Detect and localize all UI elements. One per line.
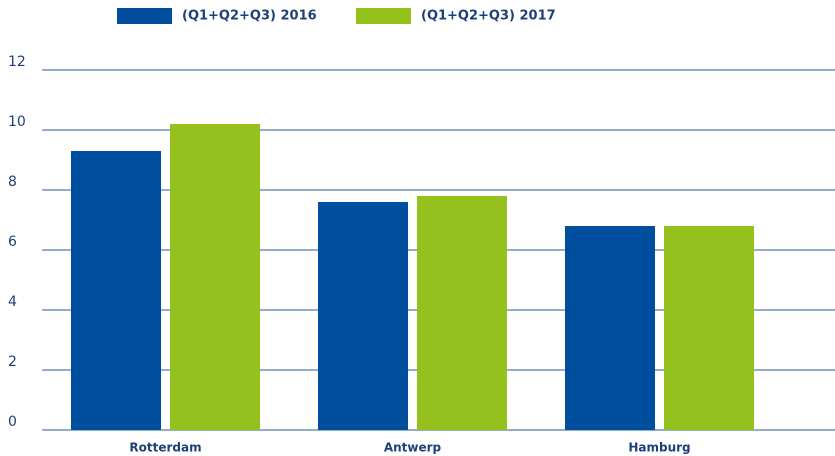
x-tick-label: Hamburg: [628, 441, 690, 455]
bar: [417, 196, 507, 430]
y-tick-label: 8: [8, 174, 17, 190]
legend-label: (Q1+Q2+Q3) 2017: [421, 9, 556, 24]
x-tick-label: Rotterdam: [129, 441, 201, 455]
y-tick-label: 10: [8, 114, 26, 130]
x-tick-label: Antwerp: [384, 441, 442, 455]
legend-swatch: [117, 8, 172, 24]
y-tick-label: 4: [8, 294, 17, 310]
legend-swatch: [356, 8, 411, 24]
y-tick-label: 6: [8, 234, 17, 250]
bar: [71, 151, 161, 430]
bar: [664, 226, 754, 430]
y-tick-label: 12: [8, 54, 26, 70]
y-tick-label: 2: [8, 354, 17, 370]
bar: [170, 124, 260, 430]
bar: [318, 202, 408, 430]
y-tick-label: 0: [8, 414, 17, 430]
bar: [565, 226, 655, 430]
legend-label: (Q1+Q2+Q3) 2016: [182, 9, 317, 24]
